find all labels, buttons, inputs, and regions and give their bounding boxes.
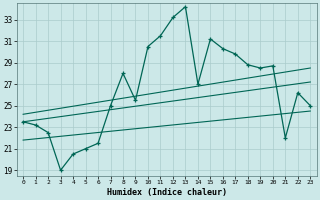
X-axis label: Humidex (Indice chaleur): Humidex (Indice chaleur) [107,188,227,197]
